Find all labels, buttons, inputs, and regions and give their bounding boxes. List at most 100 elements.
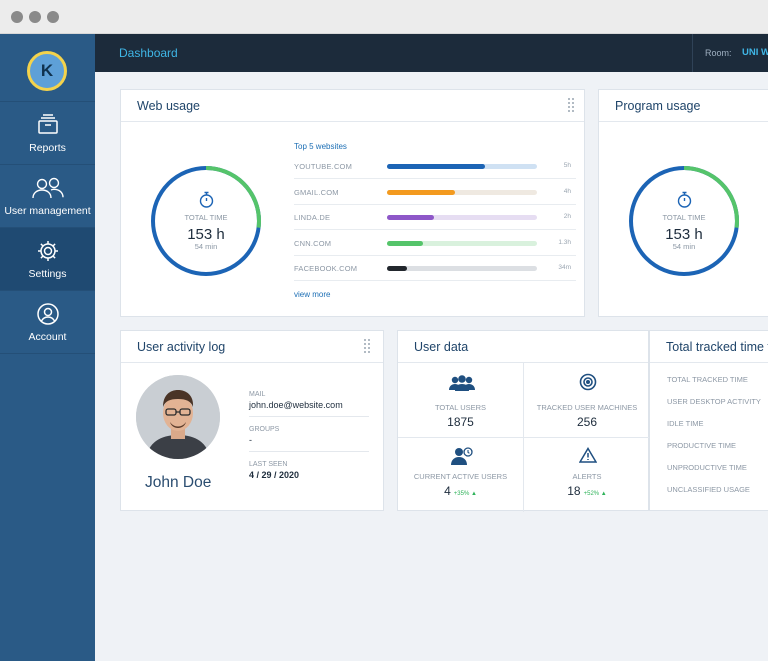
- tracked-time-row: TOTAL TRACKED TIME: [667, 375, 768, 384]
- info-last-seen: LAST SEEN 4 / 29 / 2020: [249, 455, 369, 486]
- card-title: Program usage: [615, 99, 701, 113]
- tracked-time-label: PRODUCTIVE TIME: [667, 441, 737, 450]
- info-mail: MAIL john.doe@website.com: [249, 385, 369, 417]
- alert-icon: [579, 447, 597, 463]
- account-icon: [36, 302, 59, 325]
- avatar[interactable]: K: [27, 51, 67, 91]
- sidebar-item-label: Settings: [28, 267, 67, 280]
- stat-delta: +35% ▲: [453, 491, 477, 497]
- card-title: Total tracked time f: [666, 340, 768, 354]
- window-close-button[interactable]: [11, 11, 23, 23]
- ring-value: 153 h: [187, 226, 225, 243]
- total-time-ring: [151, 166, 261, 276]
- program-usage-card: Program usage TOTAL TIME 153 h 54 min: [598, 89, 768, 317]
- stopwatch-icon: [199, 191, 214, 208]
- tracked-time-row: UNCLASSIFIED USAGE: [667, 485, 768, 494]
- info-value: 4 / 29 / 2020: [249, 470, 300, 480]
- tracked-time-label: UNCLASSIFIED USAGE: [667, 485, 750, 494]
- total-users-cell: TOTAL USERS 1875: [398, 363, 524, 438]
- website-row: GMAIL.COM 4h: [294, 180, 576, 205]
- active-user-icon: [451, 447, 473, 465]
- gear-icon: [37, 240, 58, 261]
- ring-sub-value: 54 min: [672, 242, 696, 251]
- usage-bar-fill: [387, 189, 455, 195]
- stat-value-row: 4 +35% ▲: [398, 484, 523, 498]
- usage-bar-fill: [387, 164, 485, 169]
- tracked-machines-cell: TRACKED USER MACHINES 256: [524, 363, 650, 438]
- website-time: 4h: [563, 187, 571, 195]
- stat-value: 256: [576, 415, 598, 429]
- reports-icon: [37, 113, 58, 134]
- user-name: John Doe: [145, 474, 212, 491]
- radar-icon: [579, 373, 597, 391]
- tracked-time-label: IDLE TIME: [667, 419, 704, 428]
- alerts-cell: ALERTS 18 +52% ▲: [524, 438, 650, 512]
- sidebar-item-label: User management: [4, 204, 91, 217]
- website-row: LINDA.DE 2h: [294, 205, 576, 230]
- sidebar-item-user-management[interactable]: User management: [0, 165, 95, 228]
- info-value: john.doe@website.com: [249, 400, 343, 410]
- window-titlebar: [0, 0, 768, 34]
- window-minimize-button[interactable]: [29, 11, 41, 23]
- website-row: FACEBOOK.COM 34m: [294, 256, 576, 281]
- website-row: YOUTUBE.COM 5h: [294, 154, 576, 179]
- usage-bar: [387, 266, 537, 271]
- room-selector[interactable]: UNI We: [742, 47, 768, 58]
- stat-label: CURRENT ACTIVE USERS: [413, 472, 508, 481]
- stat-label: TRACKED USER MACHINES: [536, 403, 638, 412]
- ring-label: TOTAL TIME: [184, 213, 228, 222]
- user-photo: [136, 375, 220, 459]
- usage-bar-fill: [387, 266, 407, 271]
- info-label: MAIL: [249, 391, 266, 398]
- ring-value: 153 h: [665, 226, 703, 243]
- usage-bar: [387, 164, 537, 169]
- card-title: User data: [414, 340, 469, 354]
- sidebar-item-account[interactable]: Account: [0, 291, 95, 354]
- card-header: Web usage: [121, 90, 584, 122]
- dashboard-content: Web usage TOTAL TIME 153 h 54 min Top 5 …: [95, 72, 768, 661]
- sidebar-item-settings[interactable]: Settings: [0, 228, 95, 291]
- room-label: Room:: [705, 48, 732, 58]
- usage-bar: [387, 189, 537, 195]
- users-group-icon: [449, 375, 475, 391]
- website-name: FACEBOOK.COM: [294, 264, 358, 273]
- sidebar: K Reports User management Settings Accou…: [0, 34, 95, 661]
- card-title: User activity log: [137, 340, 226, 354]
- drag-handle-icon[interactable]: [364, 339, 372, 353]
- active-users-cell: CURRENT ACTIVE USERS 4 +35% ▲: [398, 438, 524, 512]
- info-label: GROUPS: [249, 426, 280, 433]
- top-bar: Dashboard Room: UNI We: [95, 34, 768, 72]
- drag-handle-icon[interactable]: [568, 98, 576, 112]
- window-maximize-button[interactable]: [47, 11, 59, 23]
- card-header: Total tracked time f: [650, 331, 768, 363]
- ring-sub-value: 54 min: [194, 242, 218, 251]
- stat-label: TOTAL USERS: [434, 403, 487, 412]
- topbar-divider: [692, 34, 693, 72]
- website-name: GMAIL.COM: [294, 187, 339, 197]
- website-time: 2h: [563, 213, 571, 220]
- info-label: LAST SEEN: [249, 461, 288, 468]
- stat-label: ALERTS: [572, 472, 602, 481]
- card-header: Program usage: [599, 90, 768, 122]
- stat-value: 4: [444, 484, 451, 498]
- tracked-time-label: TOTAL TRACKED TIME: [667, 375, 748, 384]
- stat-delta: +52% ▲: [583, 491, 607, 497]
- card-header: User activity log: [121, 331, 383, 363]
- tracked-time-row: PRODUCTIVE TIME: [667, 441, 768, 450]
- website-row: CNN.COM 1.3h: [294, 231, 576, 256]
- website-name: LINDA.DE: [294, 213, 331, 222]
- website-time: 1.3h: [558, 238, 571, 246]
- website-time: 5h: [563, 162, 571, 169]
- card-title: Web usage: [137, 99, 201, 113]
- sidebar-item-label: Reports: [29, 141, 66, 154]
- user-activity-log-card: User activity log John Doe MAIL: [120, 330, 384, 511]
- sidebar-item-reports[interactable]: Reports: [0, 102, 95, 165]
- info-value: -: [249, 435, 252, 445]
- info-groups: GROUPS -: [249, 420, 369, 452]
- view-more-link[interactable]: view more: [294, 290, 331, 299]
- avatar-area: K: [0, 34, 95, 102]
- page-title: Dashboard: [119, 46, 178, 60]
- tracked-time-label: UNPRODUCTIVE TIME: [667, 463, 747, 472]
- website-time: 34m: [558, 264, 571, 271]
